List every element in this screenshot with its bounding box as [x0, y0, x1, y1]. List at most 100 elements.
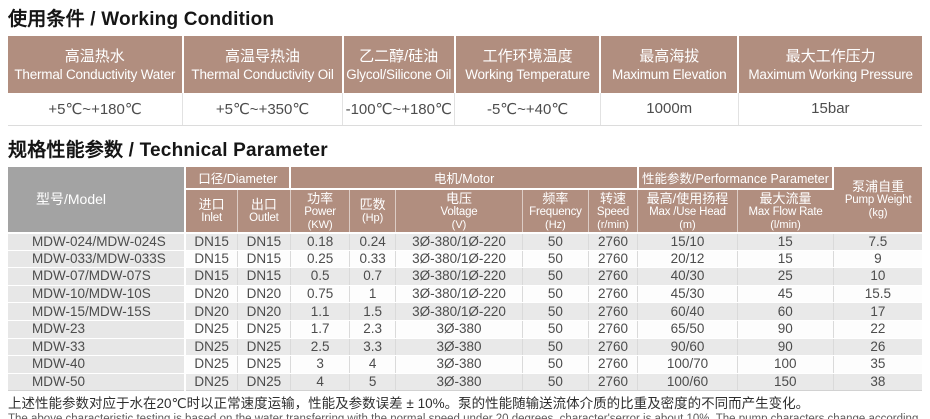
- header-cn: 进口: [198, 196, 225, 212]
- value-cell: 90/60: [637, 338, 738, 357]
- value-cell: 4: [290, 373, 351, 392]
- header-thermal-oil: 高温导热油 Thermal Conductivity Oil: [182, 36, 344, 93]
- header-en: Maximum Working Pressure: [748, 66, 913, 82]
- header-working-temperature: 工作环境温度 Working Temperature: [454, 36, 602, 93]
- value-cell: 3Ø-380/1Ø-220: [395, 250, 524, 269]
- value-cell: DN25: [185, 338, 238, 357]
- value-cell: 100/70: [637, 355, 738, 374]
- model-cell: MDW-33: [8, 338, 187, 357]
- model-cell: MDW-024/MDW-024S: [8, 232, 187, 251]
- value-cell: 3Ø-380/1Ø-220: [395, 285, 524, 304]
- value-max-working-pressure: 15bar: [738, 93, 922, 126]
- value-cell: 50: [522, 302, 589, 321]
- table-row: MDW-15/MDW-15S DN20 DN20 1.1 1.5 3Ø-380/1Ø-22…: [8, 302, 922, 321]
- value-cell: 2760: [588, 232, 639, 251]
- header-en: Thermal Conductivity Water: [14, 66, 176, 82]
- header-unit: (l/min): [770, 218, 801, 231]
- value-cell: DN15: [185, 232, 238, 251]
- value-cell: 0.18: [290, 232, 351, 251]
- header-outlet: 出口 Outlet: [237, 188, 291, 234]
- header-glycol-silicone: 乙二醇/硅油 Glycol/Silicone Oil: [342, 36, 456, 93]
- header-cn: 频率: [542, 190, 569, 206]
- header-max-flow-rate: 最大流量 Max Flow Rate (l/min): [737, 188, 834, 234]
- value-cell: 15: [737, 232, 834, 251]
- value-cell: DN25: [185, 320, 238, 339]
- value-cell: 0.25: [290, 250, 351, 269]
- value-cell: DN20: [185, 302, 238, 321]
- model-cell: MDW-033/MDW-033S: [8, 250, 187, 269]
- value-cell: 45: [737, 285, 834, 304]
- value-thermal-water: +5℃~+180℃: [8, 93, 184, 126]
- value-cell: 60: [737, 302, 834, 321]
- value-cell: 3Ø-380: [395, 320, 524, 339]
- value-cell: 100/60: [637, 373, 738, 392]
- value-cell: DN20: [237, 302, 291, 321]
- model-cell: MDW-50: [8, 373, 187, 392]
- value-cell: 65/50: [637, 320, 738, 339]
- value-cell: 2.3: [349, 320, 396, 339]
- value-cell: 40/30: [637, 267, 738, 286]
- value-cell: 15/10: [637, 232, 738, 251]
- value-cell: 3Ø-380/1Ø-220: [395, 302, 524, 321]
- table-row: MDW-024/MDW-024S DN15 DN15 0.18 0.24 3Ø-380/1…: [8, 232, 922, 251]
- table-row: MDW-40 DN25 DN25 3 4 3Ø-380 50 2760 100/70 100 35: [8, 355, 922, 374]
- value-cell: 50: [522, 373, 589, 392]
- model-cell: MDW-15/MDW-15S: [8, 302, 187, 321]
- group-header-motor: 电机/Motor: [290, 166, 639, 190]
- value-cell: 0.24: [349, 232, 396, 251]
- working-condition-table: 高温热水 Thermal Conductivity Water 高温导热油 Th…: [8, 36, 922, 126]
- value-cell: 15: [737, 250, 834, 269]
- value-cell: 3: [290, 355, 351, 374]
- value-cell: 0.5: [290, 267, 351, 286]
- value-cell: DN25: [237, 320, 291, 339]
- value-working-temperature: -5℃~+40℃: [454, 93, 601, 126]
- value-cell: 90: [737, 338, 834, 357]
- header-model: 型号/Model: [8, 166, 187, 234]
- value-cell: 4: [349, 355, 396, 374]
- value-cell: 50: [522, 232, 589, 251]
- header-cn: 电压: [446, 190, 473, 206]
- header-cn: 泵浦自重: [852, 179, 905, 194]
- table-row: MDW-33 DN25 DN25 2.5 3.3 3Ø-380 50 2760 90/60 90 2…: [8, 338, 922, 357]
- value-cell: 3Ø-380: [395, 338, 524, 357]
- value-cell: 2760: [588, 267, 639, 286]
- header-speed: 转速 Speed (r/min): [588, 188, 639, 234]
- value-cell: DN25: [237, 373, 291, 392]
- header-unit: (Hz): [545, 218, 566, 231]
- header-en: Thermal Conductivity Oil: [191, 66, 334, 82]
- value-cell: 25: [737, 267, 834, 286]
- header-cn: 最大工作压力: [785, 47, 876, 65]
- header-hp: 匹数 (Hp): [349, 188, 396, 234]
- value-cell: 5: [349, 373, 396, 392]
- header-en: Max Flow Rate: [748, 205, 823, 218]
- value-cell: 17: [833, 302, 922, 321]
- value-cell: 7.5: [833, 232, 922, 251]
- value-cell: 2760: [588, 302, 639, 321]
- header-cn: 最高海拔: [639, 47, 700, 65]
- value-cell: 2760: [588, 285, 639, 304]
- value-cell: 50: [522, 320, 589, 339]
- value-cell: 50: [522, 355, 589, 374]
- header-en: Voltage: [440, 205, 478, 218]
- header-en: Glycol/Silicone Oil: [346, 66, 452, 82]
- group-header-row: 型号/Model 口径/Diameter 电机/Motor 性能参数/Perfo…: [8, 166, 922, 234]
- header-en: Frequency: [529, 205, 582, 218]
- header-cn: 乙二醇/硅油: [359, 47, 439, 65]
- header-en: Outlet: [249, 211, 279, 224]
- value-cell: 1.5: [349, 302, 396, 321]
- header-en: Speed: [596, 205, 630, 218]
- header-cn: 高温导热油: [225, 47, 301, 65]
- value-cell: DN25: [185, 355, 238, 374]
- technical-parameter-table: 型号/Model 口径/Diameter 电机/Motor 性能参数/Perfo…: [8, 166, 922, 392]
- header-max-head: 最高/使用扬程 Max /Use Head (m): [637, 188, 738, 234]
- value-cell: 2760: [588, 338, 639, 357]
- value-cell: 0.33: [349, 250, 396, 269]
- value-cell: 0.7: [349, 267, 396, 286]
- header-cn: 最高/使用扬程: [646, 190, 729, 206]
- header-cn: 最大流量: [759, 190, 812, 206]
- value-cell: 2760: [588, 373, 639, 392]
- header-en: Pump Weight: [844, 194, 912, 206]
- header-thermal-water: 高温热水 Thermal Conductivity Water: [8, 36, 184, 93]
- value-cell: 50: [522, 250, 589, 269]
